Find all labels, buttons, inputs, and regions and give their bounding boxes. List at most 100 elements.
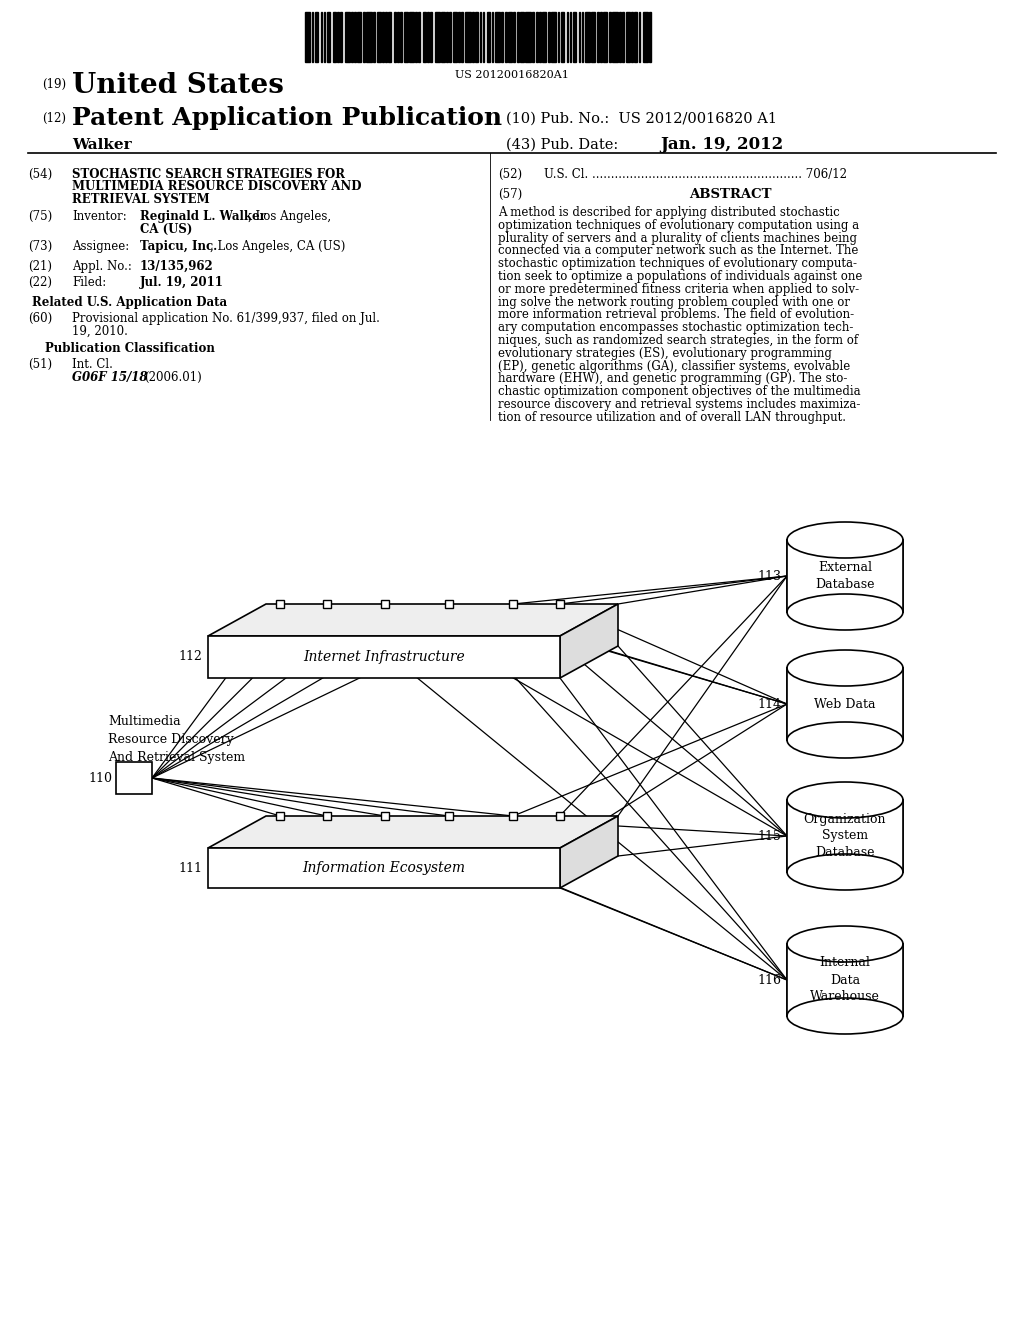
Ellipse shape	[787, 722, 903, 758]
Bar	[377, 12, 381, 62]
Bar	[631, 12, 633, 62]
Text: connected via a computer network such as the Internet. The: connected via a computer network such as…	[498, 244, 858, 257]
Bar	[276, 812, 285, 820]
Bar	[434, 12, 440, 62]
Text: tion seek to optimize a populations of individuals against one: tion seek to optimize a populations of i…	[498, 271, 862, 282]
Bar	[427, 12, 429, 62]
Polygon shape	[208, 816, 618, 847]
Bar	[351, 12, 353, 62]
Text: optimization techniques of evolutionary computation using a: optimization techniques of evolutionary …	[498, 219, 859, 232]
Text: STOCHASTIC SEARCH STRATEGIES FOR: STOCHASTIC SEARCH STRATEGIES FOR	[72, 168, 345, 181]
Ellipse shape	[787, 998, 903, 1034]
Bar	[314, 12, 318, 62]
Text: U.S. Cl. ........................................................ 706/12: U.S. Cl. ...............................…	[544, 168, 847, 181]
Text: CA (US): CA (US)	[140, 223, 193, 235]
Text: Assignee:: Assignee:	[72, 240, 129, 253]
Bar	[409, 12, 414, 62]
Bar	[649, 12, 651, 62]
Bar	[643, 12, 648, 62]
Text: (22): (22)	[28, 276, 52, 289]
Text: RETRIEVAL SYSTEM: RETRIEVAL SYSTEM	[72, 193, 210, 206]
Text: (73): (73)	[28, 240, 52, 253]
Bar	[548, 12, 550, 62]
Bar	[508, 12, 512, 62]
Bar	[397, 12, 398, 62]
Text: resource discovery and retrieval systems includes maximiza-: resource discovery and retrieval systems…	[498, 399, 860, 411]
Bar	[506, 12, 507, 62]
Bar	[495, 12, 500, 62]
Polygon shape	[208, 847, 560, 888]
Text: chastic optimization component objectives of the multimedia: chastic optimization component objective…	[498, 385, 860, 399]
Bar	[582, 12, 584, 62]
Polygon shape	[787, 800, 903, 873]
Text: External
Database: External Database	[815, 561, 874, 591]
Text: Information Ecosystem: Information Ecosystem	[302, 861, 466, 875]
Text: Jan. 19, 2012: Jan. 19, 2012	[660, 136, 783, 153]
Ellipse shape	[787, 854, 903, 890]
Bar	[430, 12, 432, 62]
Bar	[399, 12, 401, 62]
Text: A method is described for applying distributed stochastic: A method is described for applying distr…	[498, 206, 840, 219]
Bar	[479, 12, 481, 62]
Text: niques, such as randomized search strategies, in the form of: niques, such as randomized search strate…	[498, 334, 858, 347]
Bar	[367, 12, 372, 62]
Bar	[569, 12, 571, 62]
Text: 112: 112	[178, 651, 202, 664]
Text: Web Data: Web Data	[814, 697, 876, 710]
Bar	[388, 12, 391, 62]
Bar	[622, 12, 624, 62]
Text: (43) Pub. Date:: (43) Pub. Date:	[506, 139, 618, 152]
Text: Provisional application No. 61/399,937, filed on Jul.: Provisional application No. 61/399,937, …	[72, 312, 380, 325]
Bar	[364, 12, 365, 62]
Bar	[357, 12, 360, 62]
Text: Organization
System
Database: Organization System Database	[804, 813, 886, 859]
Bar	[612, 12, 617, 62]
Text: Tapicu, Inc.: Tapicu, Inc.	[140, 240, 217, 253]
Text: MULTIMEDIA RESOURCE DISCOVERY AND: MULTIMEDIA RESOURCE DISCOVERY AND	[72, 181, 361, 194]
Bar	[116, 762, 152, 795]
Bar	[517, 12, 519, 62]
Text: (51): (51)	[28, 358, 52, 371]
Text: hardware (EHW), and genetic programming (GP). The sto-: hardware (EHW), and genetic programming …	[498, 372, 848, 385]
Bar	[305, 12, 310, 62]
Bar	[475, 12, 478, 62]
Text: Appl. No.:: Appl. No.:	[72, 260, 132, 273]
Bar	[609, 12, 611, 62]
Polygon shape	[208, 605, 618, 636]
Bar	[333, 12, 336, 62]
Text: stochastic optimization techniques of evolutionary computa-: stochastic optimization techniques of ev…	[498, 257, 857, 271]
Text: (12): (12)	[42, 112, 66, 125]
Bar	[525, 12, 530, 62]
Bar	[536, 12, 538, 62]
Text: (21): (21)	[28, 260, 52, 273]
Text: Internet Infrastructure: Internet Infrastructure	[303, 649, 465, 664]
Text: Related U.S. Application Data: Related U.S. Application Data	[33, 296, 227, 309]
Bar	[354, 12, 356, 62]
Bar	[556, 812, 564, 820]
Bar	[603, 12, 607, 62]
Text: (10) Pub. No.:  US 2012/0016820 A1: (10) Pub. No.: US 2012/0016820 A1	[506, 112, 777, 125]
Bar	[539, 12, 541, 62]
Text: Publication Classification: Publication Classification	[45, 342, 215, 355]
Bar	[416, 12, 417, 62]
Text: Inventor:: Inventor:	[72, 210, 127, 223]
Text: (60): (60)	[28, 312, 52, 325]
Text: ABSTRACT: ABSTRACT	[689, 187, 771, 201]
Text: 13/135,962: 13/135,962	[140, 260, 214, 273]
Bar	[327, 12, 330, 62]
Bar	[492, 12, 494, 62]
Text: (54): (54)	[28, 168, 52, 181]
Ellipse shape	[787, 594, 903, 630]
Bar	[513, 12, 515, 62]
Text: United States: United States	[72, 73, 284, 99]
Text: more information retrieval problems. The field of evolution-: more information retrieval problems. The…	[498, 309, 854, 321]
Bar	[345, 12, 350, 62]
Text: ary computation encompasses stochastic optimization tech-: ary computation encompasses stochastic o…	[498, 321, 853, 334]
Bar	[566, 12, 568, 62]
Text: , Los Angeles,: , Los Angeles,	[248, 210, 331, 223]
Text: or more predetermined fitness criteria when applied to solv-: or more predetermined fitness criteria w…	[498, 282, 859, 296]
Bar	[446, 12, 447, 62]
Text: plurality of servers and a plurality of clients machines being: plurality of servers and a plurality of …	[498, 231, 857, 244]
Text: (2006.01): (2006.01)	[144, 371, 202, 384]
Bar	[509, 812, 517, 820]
